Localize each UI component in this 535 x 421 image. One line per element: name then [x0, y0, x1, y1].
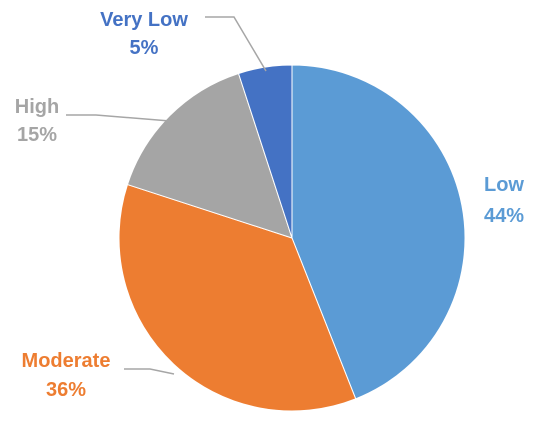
slice-value-moderate: 36% [46, 379, 86, 401]
data-labels: Very Low 5% High 15% Low 44% Moderate 36… [15, 9, 525, 401]
slice-value-very-low: 5% [130, 37, 159, 59]
slice-value-low: 44% [484, 205, 524, 227]
pie-slice-low [291, 64, 466, 400]
leader-line-very-low [205, 16, 267, 72]
pie-slice-moderate [118, 183, 357, 412]
slice-label-high: High [15, 96, 59, 118]
leader-line-moderate [124, 368, 175, 375]
pie-slice-very-low [237, 64, 293, 239]
leader-line-high [66, 114, 171, 122]
slice-label-very-low: Very Low [100, 9, 188, 31]
pie-slices [118, 64, 466, 412]
pie-slice-high [126, 72, 293, 239]
slice-value-high: 15% [17, 124, 57, 146]
slice-label-moderate: Moderate [22, 350, 111, 372]
leader-lines [66, 16, 267, 375]
slice-label-low: Low [484, 174, 524, 196]
